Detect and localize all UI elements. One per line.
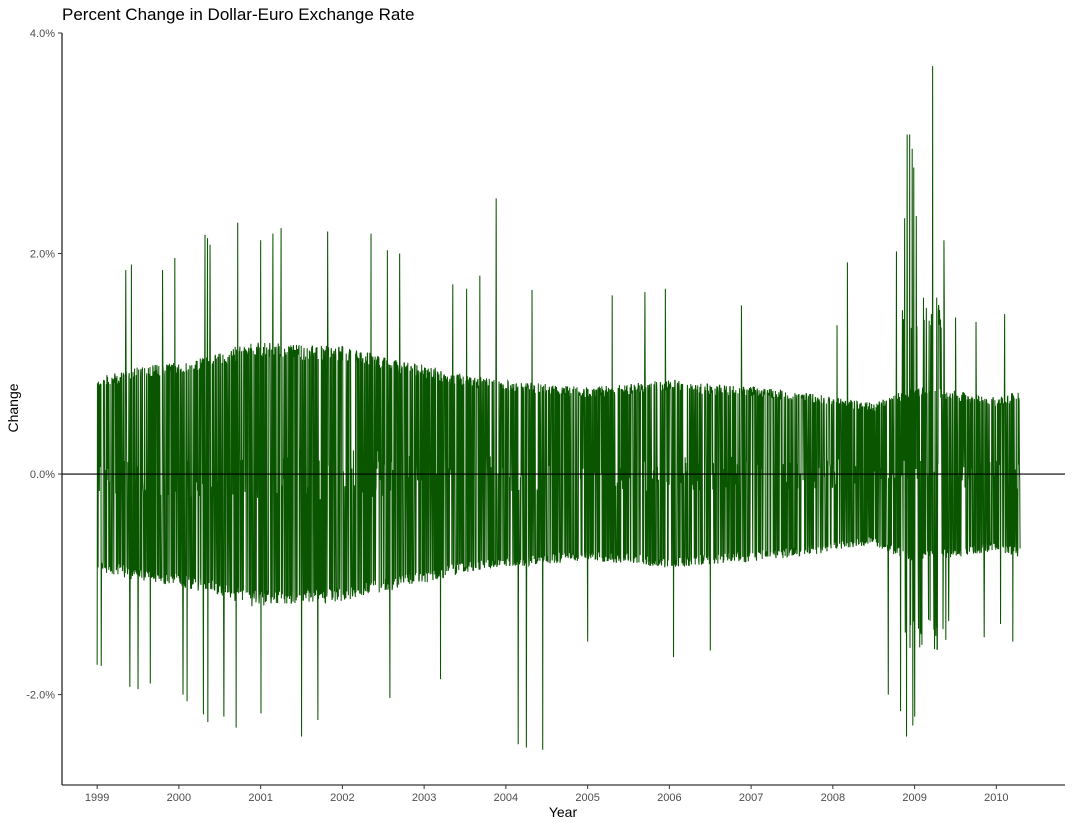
x-tick-label: 2001: [248, 792, 272, 804]
x-axis-title: Year: [549, 804, 578, 820]
y-tick-label: 4.0%: [30, 28, 55, 40]
x-tick-label: 2002: [330, 792, 354, 804]
x-tick-label: 2006: [657, 792, 681, 804]
chart-title: Percent Change in Dollar-Euro Exchange R…: [62, 5, 414, 24]
y-axis-ticks: -2.0% 0.0% 2.0% 4.0%: [26, 28, 62, 702]
y-tick-label: 2.0%: [30, 249, 55, 261]
y-axis-title: Change: [5, 383, 21, 432]
x-tick-label: 2008: [821, 792, 845, 804]
x-tick-label: 2010: [984, 792, 1008, 804]
x-tick-label: 2004: [494, 792, 518, 804]
plot-area: [62, 66, 1065, 750]
x-axis-ticks: 1999 2000 2001 2002 2003 2004 2005 2006 2007 2008…: [85, 785, 1009, 804]
y-tick-label: -2.0%: [26, 690, 55, 702]
y-tick-label: 0.0%: [30, 469, 55, 481]
x-tick-label: 2007: [739, 792, 763, 804]
x-tick-label: 2009: [902, 792, 926, 804]
x-tick-label: 2005: [575, 792, 599, 804]
series-line: [96, 66, 1021, 750]
x-tick-label: 2003: [412, 792, 436, 804]
x-tick-label: 1999: [85, 792, 109, 804]
x-tick-label: 2000: [167, 792, 191, 804]
